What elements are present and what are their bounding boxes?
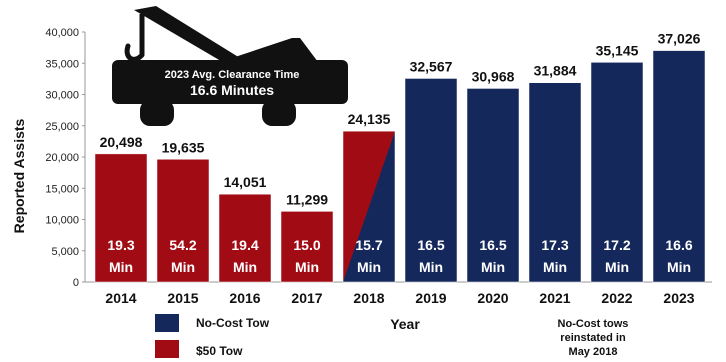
clearance-minutes-label: 17.3 bbox=[541, 237, 568, 253]
bar-2018 bbox=[342, 130, 396, 283]
bar-2019 bbox=[404, 78, 458, 283]
y-tick-label: 30,000 bbox=[45, 90, 79, 102]
x-axis-label: Year bbox=[390, 316, 420, 332]
truck-cab bbox=[226, 38, 318, 64]
clearance-unit-label: Min bbox=[667, 259, 691, 275]
truck-front-wheel bbox=[140, 100, 174, 126]
x-tick-label: 2018 bbox=[353, 290, 384, 306]
y-tick-label: 20,000 bbox=[45, 152, 79, 164]
legend-swatch-tow50 bbox=[155, 340, 179, 358]
bar-group-2014: 20,498 19.3 Min 2014 bbox=[94, 134, 148, 306]
clearance-minutes-label: 15.7 bbox=[355, 237, 382, 253]
clearance-unit-label: Min bbox=[419, 259, 443, 275]
clearance-unit-label: Min bbox=[171, 259, 195, 275]
bar-value-label: 32,567 bbox=[410, 58, 453, 74]
note-line-1: No-Cost tows bbox=[558, 318, 629, 330]
bar-2017 bbox=[280, 211, 334, 283]
tow-hook-icon bbox=[124, 43, 145, 62]
y-tick-label: 10,000 bbox=[45, 215, 79, 227]
clearance-minutes-label: 19.3 bbox=[107, 237, 134, 253]
x-tick-label: 2015 bbox=[167, 290, 198, 306]
bar-group-2018: 24,135 15.7 Min 2018 bbox=[342, 111, 396, 306]
clearance-unit-label: Min bbox=[543, 259, 567, 275]
bar-group-2015: 19,635 54.2 Min 2015 bbox=[156, 139, 210, 306]
note-line-3: May 2018 bbox=[569, 346, 618, 358]
note-line-2: reinstated in bbox=[560, 332, 626, 344]
x-tick-label: 2021 bbox=[539, 290, 570, 306]
x-tick-label: 2020 bbox=[477, 290, 508, 306]
clearance-minutes-label: 19.4 bbox=[231, 237, 258, 253]
legend-swatch-nocost bbox=[155, 314, 179, 332]
reinstated-note: No-Cost tows reinstated in May 2018 bbox=[558, 318, 629, 358]
bar-group-2019: 32,567 16.5 Min 2019 bbox=[404, 58, 458, 306]
y-ticks: 0 5,000 10,000 15,000 20,000 25,000 30,000 35,0… bbox=[45, 27, 85, 289]
x-tick-label: 2019 bbox=[415, 290, 446, 306]
bar-group-2021: 31,884 17.3 Min 2021 bbox=[528, 63, 582, 306]
clearance-minutes-label: 16.5 bbox=[479, 237, 506, 253]
bar-2016 bbox=[218, 193, 272, 283]
bar-2022 bbox=[590, 62, 644, 283]
truck-label-value: 16.6 Minutes bbox=[190, 82, 274, 98]
bar-group-2023: 37,026 16.6 Min 2023 bbox=[652, 31, 706, 306]
bar-group-2020: 30,968 16.5 Min 2020 bbox=[466, 68, 520, 306]
clearance-minutes-label: 16.6 bbox=[665, 237, 692, 253]
y-tick-label: 5,000 bbox=[51, 246, 79, 258]
y-tick-label: 25,000 bbox=[45, 121, 79, 133]
clearance-minutes-label: 54.2 bbox=[169, 237, 196, 253]
tow-truck-icon: 2023 Avg. Clearance Time 16.6 Minutes bbox=[112, 6, 348, 126]
bar-value-label: 37,026 bbox=[658, 31, 701, 47]
clearance-unit-label: Min bbox=[605, 259, 629, 275]
clearance-minutes-label: 16.5 bbox=[417, 237, 444, 253]
x-tick-label: 2014 bbox=[105, 290, 136, 306]
y-tick-label: 35,000 bbox=[45, 58, 79, 70]
truck-body bbox=[112, 60, 348, 104]
y-axis-label: Reported Assists bbox=[11, 118, 27, 233]
truck-label-title: 2023 Avg. Clearance Time bbox=[165, 69, 300, 81]
bar-value-label: 11,299 bbox=[286, 191, 328, 207]
bar-2014 bbox=[94, 153, 148, 283]
tow-boom bbox=[134, 6, 240, 64]
bar-2015 bbox=[156, 159, 210, 283]
bar-value-label: 19,635 bbox=[162, 139, 205, 155]
bar-value-label: 31,884 bbox=[534, 63, 577, 79]
clearance-minutes-label: 15.0 bbox=[293, 237, 320, 253]
bar-value-label: 20,498 bbox=[100, 134, 143, 150]
clearance-unit-label: Min bbox=[357, 259, 381, 275]
bar-2021 bbox=[528, 82, 582, 283]
bar-value-label: 24,135 bbox=[348, 111, 391, 127]
bar-group-2016: 14,051 19.4 Min 2016 bbox=[218, 174, 272, 306]
legend: No-Cost Tow $50 Tow bbox=[155, 314, 270, 358]
truck-rear-wheel bbox=[262, 100, 296, 126]
clearance-unit-label: Min bbox=[481, 259, 505, 275]
x-tick-label: 2017 bbox=[291, 290, 322, 306]
y-tick-label: 15,000 bbox=[45, 183, 79, 195]
bar-group-2017: 11,299 15.0 Min 2017 bbox=[280, 191, 334, 306]
x-tick-label: 2023 bbox=[663, 290, 694, 306]
clearance-unit-label: Min bbox=[295, 259, 319, 275]
y-tick-label: 0 bbox=[73, 277, 79, 289]
bars: 20,498 19.3 Min 2014 19,635 54.2 Min 2015 14,051… bbox=[94, 31, 706, 306]
bar-value-label: 35,145 bbox=[596, 42, 639, 58]
clearance-unit-label: Min bbox=[233, 259, 257, 275]
x-tick-label: 2022 bbox=[601, 290, 632, 306]
x-tick-label: 2016 bbox=[229, 290, 260, 306]
bar-value-label: 30,968 bbox=[472, 68, 515, 84]
clearance-unit-label: Min bbox=[109, 259, 133, 275]
bar-2020 bbox=[466, 88, 520, 283]
legend-label-nocost: No-Cost Tow bbox=[196, 316, 270, 330]
bar-2023 bbox=[652, 50, 706, 283]
clearance-minutes-label: 17.2 bbox=[603, 237, 630, 253]
bar-value-label: 14,051 bbox=[224, 174, 267, 190]
bar-group-2022: 35,145 17.2 Min 2022 bbox=[590, 42, 644, 306]
y-tick-label: 40,000 bbox=[45, 27, 79, 39]
legend-label-tow50: $50 Tow bbox=[196, 344, 243, 358]
